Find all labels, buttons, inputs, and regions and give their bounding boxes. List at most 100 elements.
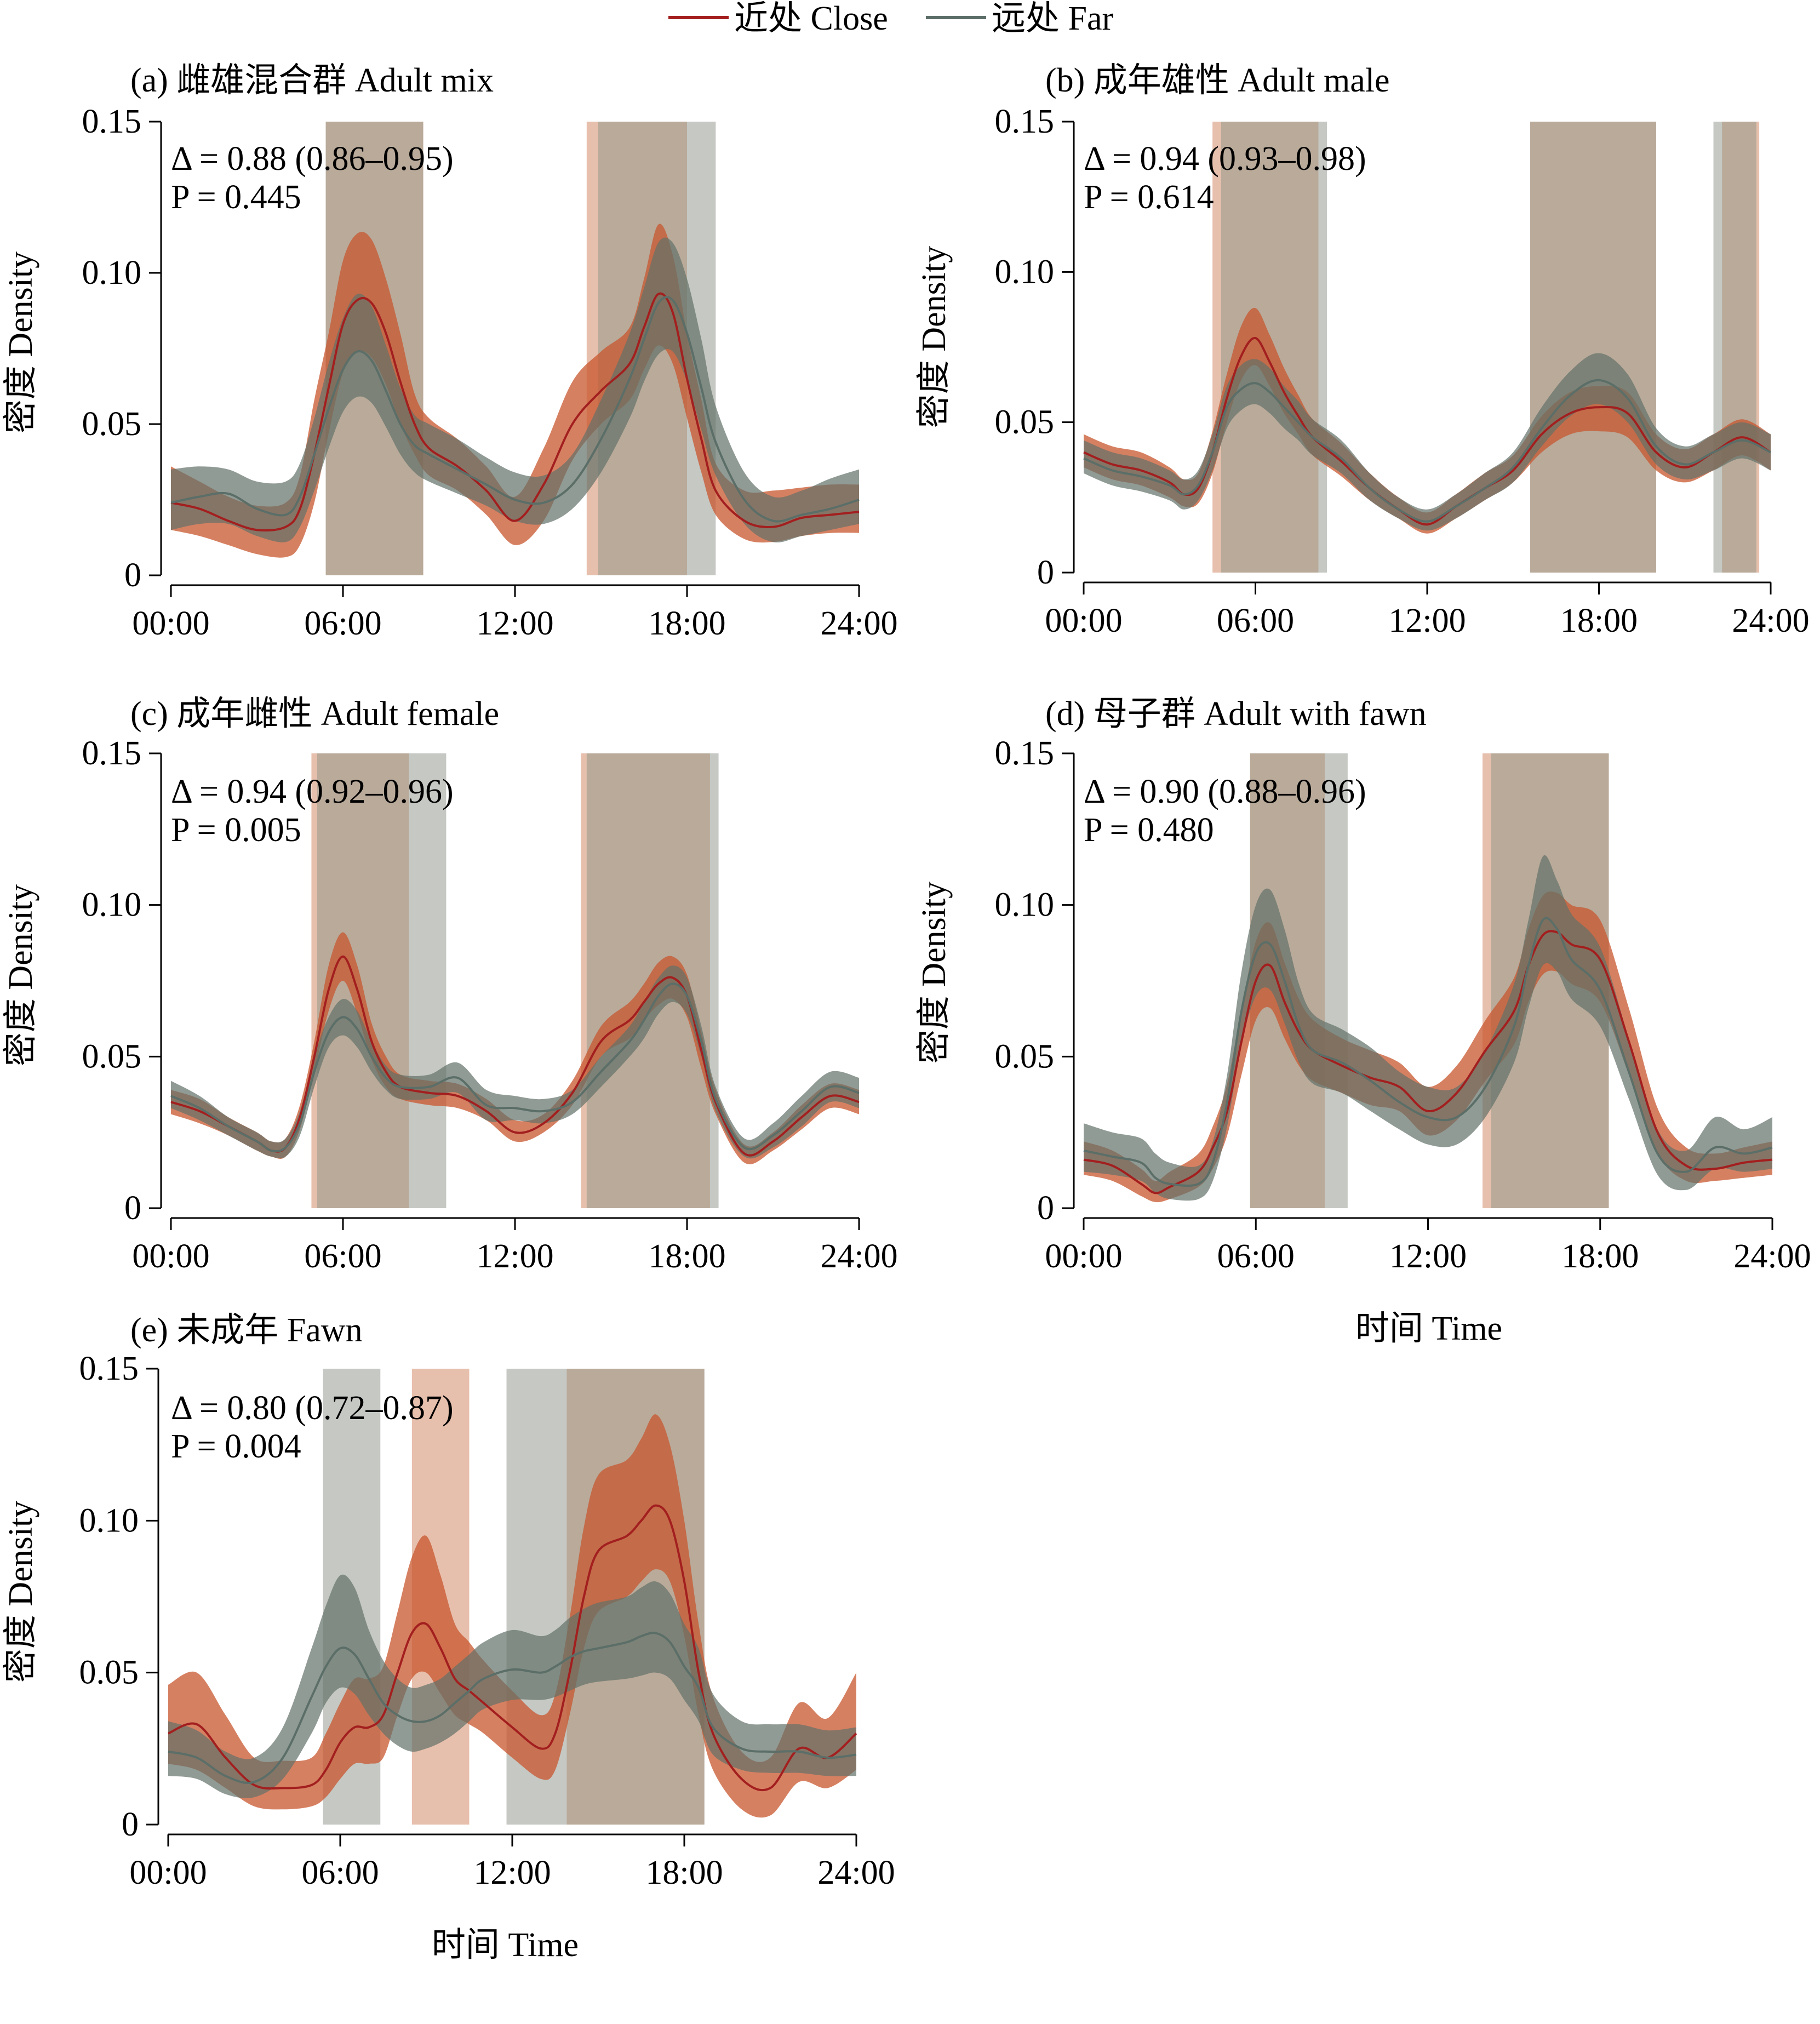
panel-d-y-tick-label: 0.05 [995, 1038, 1055, 1075]
panel-d-x-tick-label: 12:00 [1389, 1238, 1467, 1275]
panel-b-far-confidence-band [1084, 353, 1771, 531]
panel-b-x-tick-label: 12:00 [1388, 602, 1466, 639]
panel-a-close-confidence-band [171, 224, 859, 558]
panel-e: (e) 未成年 Fawn 00:00 06:00 12:00 18:00 24:0000… [2, 1312, 895, 1964]
panel-a-y-tick-label: 0.05 [82, 405, 142, 443]
panel-d-x-tick-label: 00:00 [1045, 1238, 1122, 1275]
panel-a-far-density-line [170, 296, 860, 523]
panel-d-close-density-line [1083, 930, 1773, 1194]
panel-c-y-tick-label: 0.10 [82, 887, 142, 924]
panel-c-title: (c) 成年雌性 Adult female [130, 695, 499, 733]
panel-c-x-tick-label: 06:00 [304, 1238, 381, 1275]
panel-a-y-tick-label: 0.10 [82, 254, 142, 291]
panel-d-far-confidence-band [1084, 855, 1772, 1201]
panel-a-x-tick-label: 12:00 [476, 605, 553, 642]
panel-b-y-tick-label: 0.05 [995, 404, 1055, 441]
panel-e-close-confidence-band [168, 1414, 856, 1818]
legend-close-label: 近处 Close [734, 0, 888, 37]
panel-a-ylabel: 密度 Density [2, 251, 39, 433]
panel-b-x-tick-label: 06:00 [1217, 602, 1294, 639]
panel-c-x-tick-label: 00:00 [132, 1238, 209, 1275]
panel-e-x-tick-label: 12:00 [473, 1854, 551, 1891]
panel-d-far-density-line [1083, 917, 1773, 1187]
panel-a-p-value: P = 0.445 [171, 179, 301, 216]
panel-b-title: (b) 成年雄性 Adult male [1045, 62, 1390, 99]
panel-c-y-tick-label: 0.15 [82, 735, 142, 772]
panel-b-y-tick-label: 0 [1037, 554, 1054, 591]
panel-e-far-density-line [168, 1632, 857, 1784]
panel-e-x-tick-label: 18:00 [645, 1854, 723, 1891]
panel-b-delta: Δ = 0.94 (0.93–0.98) [1084, 140, 1366, 178]
panel-e-ylabel: 密度 Density [2, 1501, 39, 1683]
panel-b-far-density-line [1083, 379, 1771, 523]
panel-c-far-density-line [170, 982, 860, 1153]
panel-e-plot: 00:00 06:00 12:00 18:00 24:00 0 0.05 0.10 0.15 [79, 1350, 895, 1891]
panel-d-x-tick-label: 24:00 [1733, 1238, 1811, 1275]
panel-d-p-value: P = 0.480 [1084, 811, 1214, 849]
panel-e-far-confidence-band [168, 1574, 856, 1798]
panel-d-x-tick-label: 18:00 [1561, 1238, 1639, 1275]
panel-c-plot: 00:00 06:00 12:00 18:00 24:00 0 0.05 0.10 0.15 [82, 735, 898, 1275]
panel-a-y-tick-label: 0.15 [82, 103, 142, 140]
panel-e-x-tick-label: 24:00 [817, 1854, 895, 1891]
panel-e-x-tick-label: 00:00 [129, 1854, 207, 1891]
panel-c-y-tick-label: 0 [124, 1190, 141, 1227]
panel-e-xlabel: 时间 Time [432, 1926, 579, 1964]
panel-d-y-tick-label: 0.15 [995, 735, 1055, 772]
panel-e-y-tick-label: 0.15 [79, 1350, 139, 1387]
panel-a-title: (a) 雌雄混合群 Adult mix [130, 62, 494, 99]
panel-b: (b) 成年雄性 Adult male 00:00 06:00 12:00 18:00… [915, 62, 1810, 639]
legend-far-label: 远处 Far [992, 0, 1114, 37]
panel-e-close-density-line [168, 1504, 857, 1792]
panel-c-p-value: P = 0.005 [171, 811, 301, 849]
panel-d-title: (d) 母子群 Adult with fawn [1045, 695, 1427, 733]
panel-a-x-tick-label: 06:00 [304, 605, 381, 642]
panel-e-title: (e) 未成年 Fawn [130, 1312, 363, 1349]
panel-e-y-tick-label: 0.05 [79, 1654, 139, 1691]
panel-b-y-tick-label: 0.10 [995, 253, 1055, 290]
panel-b-x-tick-label: 18:00 [1560, 602, 1638, 639]
panel-c: (c) 成年雌性 Adult female 00:00 06:00 12:00 18:… [2, 695, 898, 1275]
panel-c-x-tick-label: 12:00 [476, 1238, 553, 1275]
panel-b-overlap-active-period-1 [1530, 122, 1656, 573]
panel-e-x-tick-label: 06:00 [301, 1854, 379, 1891]
panel-c-close-density-line [170, 955, 860, 1157]
panel-d-y-tick-label: 0.10 [995, 887, 1055, 924]
panel-c-close-confidence-band [171, 932, 859, 1164]
panel-c-delta: Δ = 0.94 (0.92–0.96) [171, 773, 454, 810]
panel-c-far-confidence-band [171, 965, 859, 1159]
panel-b-overlap-active-period-2 [1722, 122, 1756, 573]
panel-e-y-tick-label: 0 [122, 1806, 139, 1843]
panel-a-delta: Δ = 0.88 (0.86–0.95) [171, 140, 454, 178]
panel-b-p-value: P = 0.614 [1084, 179, 1214, 216]
panel-d-x-tick-label: 06:00 [1217, 1238, 1295, 1275]
panel-a-x-tick-label: 24:00 [820, 605, 897, 642]
panel-e-y-tick-label: 0.10 [79, 1502, 139, 1539]
panel-b-x-tick-label: 00:00 [1045, 602, 1122, 639]
panel-c-ylabel: 密度 Density [2, 884, 39, 1066]
panel-d-plot: 00:00 06:00 12:00 18:00 24:00 0 0.05 0.10 0.15 [995, 735, 1811, 1275]
panel-a-far-confidence-band [171, 237, 859, 543]
panel-d-ylabel: 密度 Density [915, 882, 953, 1064]
panel-a-plot: 00:00 06:00 12:00 18:00 24:00 0 0.05 0.10 0.15 [82, 103, 898, 642]
panel-b-x-tick-label: 24:00 [1732, 602, 1809, 639]
panel-d-delta: Δ = 0.90 (0.88–0.96) [1084, 773, 1366, 810]
panel-a-x-tick-label: 00:00 [132, 605, 209, 642]
panel-e-delta: Δ = 0.80 (0.72–0.87) [171, 1390, 454, 1427]
panel-c-x-tick-label: 24:00 [820, 1238, 897, 1275]
panel-b-ylabel: 密度 Density [915, 246, 953, 428]
legend: 近处 Close 远处 Far [668, 0, 1114, 37]
panel-a: (a) 雌雄混合群 Adult mix 00:00 06:00 12:00 18:00… [2, 62, 898, 642]
panel-c-x-tick-label: 18:00 [648, 1238, 725, 1275]
panel-b-close-density-line [1083, 336, 1772, 526]
panel-b-plot: 00:00 06:00 12:00 18:00 24:00 0 0.05 0.10 0.15 [995, 103, 1810, 639]
panel-d: (d) 母子群 Adult with fawn 00:00 06:00 12:00 1… [915, 695, 1811, 1347]
panel-b-y-tick-label: 0.15 [995, 103, 1055, 140]
panel-a-y-tick-label: 0 [124, 557, 141, 594]
panel-d-xlabel: 时间 Time [1355, 1310, 1502, 1347]
panel-e-p-value: P = 0.004 [171, 1428, 301, 1465]
panel-a-x-tick-label: 18:00 [648, 605, 725, 642]
panel-c-y-tick-label: 0.05 [82, 1038, 142, 1075]
panel-d-y-tick-label: 0 [1037, 1190, 1054, 1227]
